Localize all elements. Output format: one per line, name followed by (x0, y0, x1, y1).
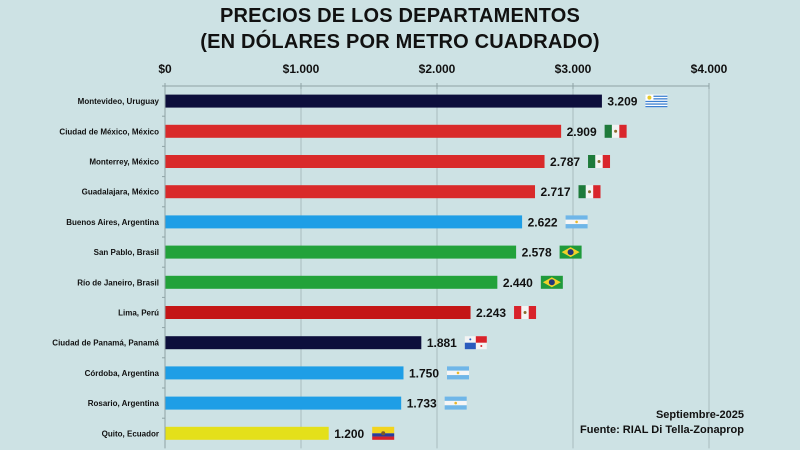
category-label: San Pablo, Brasil (94, 248, 159, 257)
bar (165, 124, 562, 138)
data-label: 2.787 (550, 155, 580, 169)
x-tick-label: $0 (158, 62, 172, 76)
data-label: 1.733 (407, 397, 437, 411)
x-tick-label: $4.000 (691, 62, 728, 76)
bar (165, 215, 523, 229)
bar (165, 396, 402, 410)
category-label: Quito, Ecuador (102, 429, 159, 438)
flag-argentina-icon (447, 366, 469, 380)
flag-argentina-icon (565, 215, 588, 229)
flag-uruguay-icon (645, 94, 668, 108)
flag-brasil-icon (559, 245, 582, 259)
flag-argentina-icon (444, 396, 467, 410)
x-tick-label: $1.000 (283, 62, 320, 76)
category-label: Lima, Perú (118, 309, 159, 318)
bar (165, 155, 545, 168)
bar (165, 306, 471, 319)
bar (165, 366, 404, 380)
data-label: 1.750 (409, 366, 439, 380)
flag-peru-icon (514, 306, 537, 319)
data-label: 1.881 (427, 336, 457, 350)
data-label: 2.243 (476, 306, 506, 320)
x-tick-label: $3.000 (555, 62, 592, 76)
category-label: Buenos Aires, Argentina (66, 218, 159, 227)
category-label: Montevideo, Uruguay (78, 97, 160, 106)
category-label: Córdoba, Argentina (85, 369, 160, 378)
category-label: Río de Janeiro, Brasil (77, 278, 159, 287)
data-label: 1.200 (334, 427, 364, 441)
chart-subtitle: (EN DÓLARES POR METRO CUADRADO) (200, 31, 600, 53)
data-label: 2.909 (567, 125, 597, 139)
footer-date: Septiembre-2025 (655, 409, 744, 421)
data-label: 2.717 (541, 185, 571, 199)
category-label: Rosario, Argentina (88, 399, 160, 408)
chart-title: PRECIOS DE LOS DEPARTAMENTOS (219, 5, 581, 27)
category-label: Ciudad de México, México (59, 127, 159, 136)
bar (165, 336, 422, 350)
flag-panama-icon (464, 336, 487, 350)
bar (165, 245, 517, 259)
data-label: 2.440 (503, 276, 533, 290)
bar (165, 275, 498, 289)
category-label: Guadalajara, México (82, 188, 159, 197)
bar (165, 185, 536, 199)
category-label: Monterrey, México (89, 158, 159, 167)
flag-mexico-icon (588, 155, 611, 168)
data-label: 3.209 (607, 95, 637, 109)
data-label: 2.622 (528, 215, 558, 229)
footer-source: Fuente: RIAL Di Tella-Zonaprop (580, 424, 744, 436)
flag-ecuador-icon (372, 426, 395, 440)
bar (165, 426, 329, 440)
flag-mexico-icon (604, 124, 627, 138)
flag-brasil-icon (540, 275, 563, 289)
data-label: 2.578 (522, 246, 552, 260)
flag-mexico-icon (578, 185, 601, 199)
bar (165, 94, 602, 108)
x-tick-label: $2.000 (419, 62, 456, 76)
category-label: Ciudad de Panamá, Panamá (52, 339, 159, 348)
